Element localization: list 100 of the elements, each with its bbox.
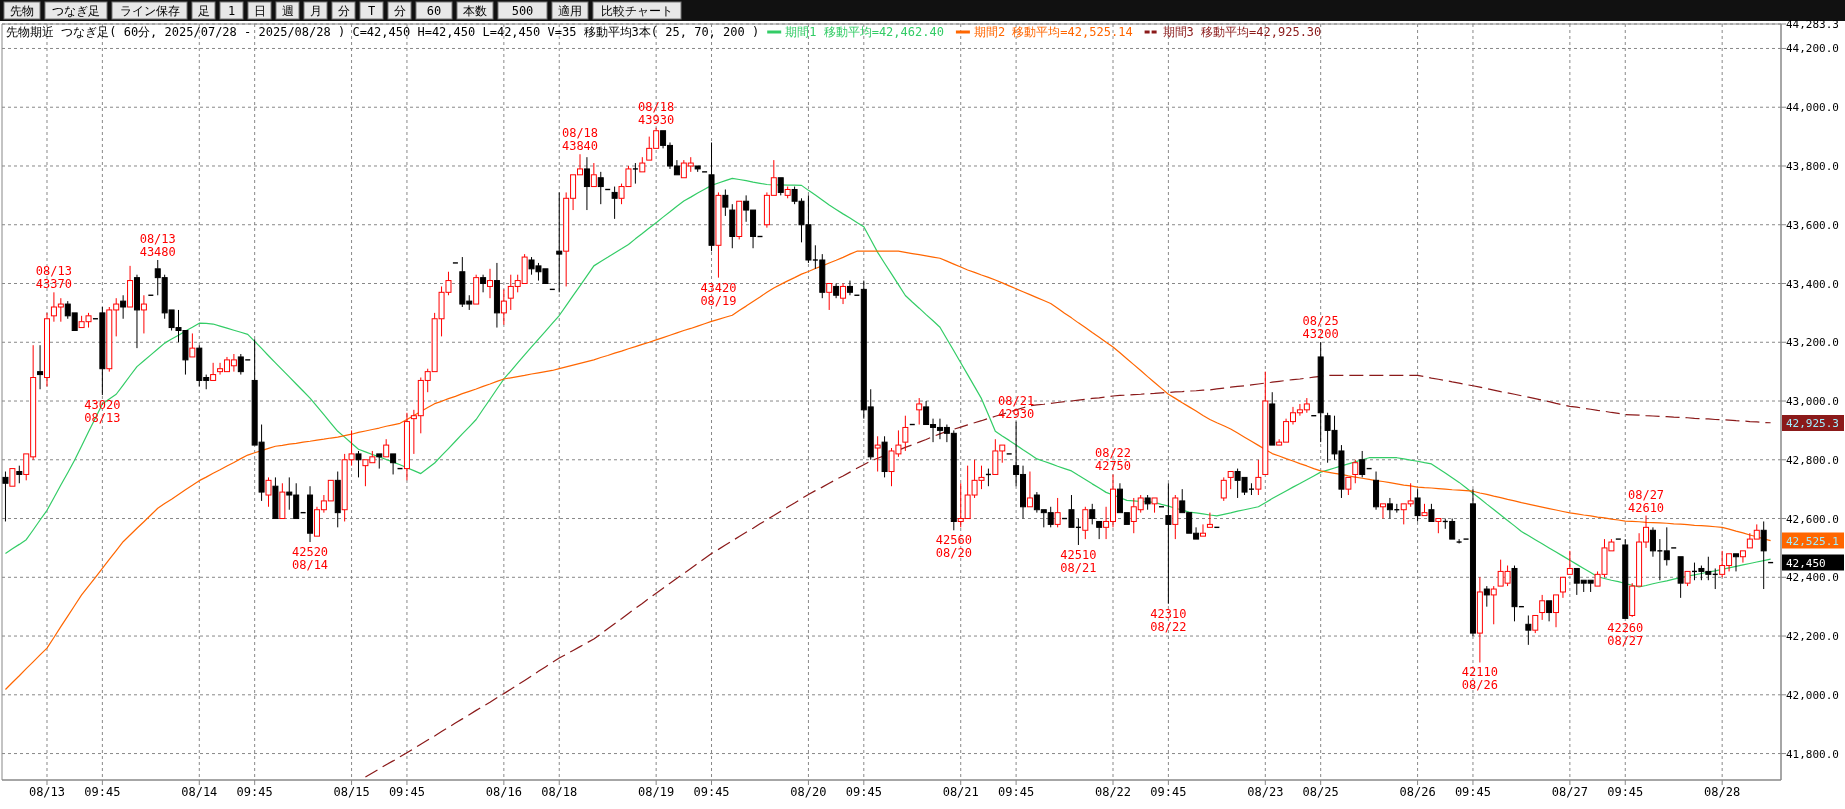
y-tick-label: 42,800.0 — [1786, 453, 1839, 467]
candlestick — [1559, 576, 1566, 599]
candlestick — [376, 453, 383, 470]
candlestick — [846, 280, 853, 296]
x-tick-label: 08/18 — [541, 785, 578, 799]
annotation: 42510 08/21 — [1060, 547, 1097, 575]
candlestick — [189, 332, 196, 358]
y-tick-label: 44,283.3 — [1786, 18, 1839, 31]
annotation: 42560 08/20 — [935, 533, 972, 561]
x-tick-label: 09:45 — [84, 785, 121, 799]
candlestick — [272, 476, 279, 520]
candlestick — [1262, 371, 1269, 475]
candlestick — [826, 283, 833, 311]
candlestick — [1677, 556, 1684, 599]
candlestick — [487, 268, 494, 299]
x-tick-label: 09:45 — [1150, 785, 1187, 799]
candlestick — [9, 468, 16, 487]
candlestick — [1379, 503, 1386, 520]
x-tick-label: 08/28 — [1704, 785, 1741, 799]
annotation: 42110 08/26 — [1461, 665, 1498, 693]
y-tick-label: 44,200.0 — [1786, 42, 1839, 56]
candlestick — [1739, 550, 1746, 564]
ref-line-label: 42,925.3 — [1786, 416, 1839, 430]
annotation: 08/27 42610 — [1627, 487, 1665, 515]
candlestick — [840, 283, 847, 305]
legend-item: 期間1 移動平均=42,462.40 — [767, 25, 944, 39]
x-tick-label: 08/26 — [1399, 785, 1436, 799]
annotation: 43420 08/19 — [700, 280, 737, 308]
x-tick-label: 08/14 — [181, 785, 218, 799]
x-tick-label: 08/22 — [1094, 785, 1132, 799]
x-tick-label: 09:45 — [388, 785, 426, 799]
x-tick-label: 08/15 — [333, 785, 370, 799]
candlestick — [1435, 518, 1442, 534]
line-series — [4, 177, 1772, 588]
chart-title: 先物期近 つなぎ足( 60分, 2025/07/28 - 2025/08/28 ) C=42,450 H=42,450 L=42,450 V=35 移動平均3本( 25, 70, 200 ) — [6, 25, 760, 39]
candlestick — [127, 265, 134, 308]
candlestick — [1566, 550, 1573, 575]
x-tick-label: 08/13 — [28, 785, 66, 799]
candlestick — [1455, 538, 1463, 544]
y-tick-label: 43,400.0 — [1786, 277, 1839, 291]
candlestick — [1206, 512, 1213, 528]
candlestick — [1269, 391, 1276, 446]
candlestick — [500, 288, 507, 326]
legend-item: 期間3 移動平均=42,925.30 — [1144, 25, 1322, 39]
candlestick — [1553, 594, 1560, 628]
candlestick — [1546, 600, 1553, 622]
candlestick — [390, 453, 397, 475]
candlestick — [1227, 471, 1234, 490]
annotation: 08/22 42750 — [1094, 446, 1132, 474]
x-tick-label: 08/25 — [1302, 785, 1339, 799]
x-tick-label: 09:45 — [998, 785, 1035, 799]
candlestick — [1476, 576, 1483, 663]
legend-item: 期間2 移動平均=42,525.14 — [955, 25, 1133, 39]
y-tick-label: 41,800.0 — [1786, 747, 1839, 761]
ref-tag: 42,525.1 — [1782, 532, 1844, 549]
candlestick — [43, 312, 50, 387]
y-tick-label: 42,400.0 — [1786, 571, 1839, 585]
candlestick — [1663, 526, 1670, 567]
ref-line-label: 42,525.1 — [1786, 534, 1839, 548]
ref-tag: 42,925.3 — [1782, 414, 1844, 431]
candlestick — [493, 262, 500, 329]
candlestick — [37, 344, 44, 390]
y-tick-label: 44,000.0 — [1786, 101, 1839, 115]
candlestick — [133, 274, 140, 349]
y-tick-label: 43,000.0 — [1786, 395, 1839, 409]
x-tick-label: 08/23 — [1247, 785, 1284, 799]
x-tick-label: 08/27 — [1551, 785, 1588, 799]
y-tick-label: 43,800.0 — [1786, 159, 1839, 173]
x-tick-label: 08/21 — [942, 785, 979, 799]
x-tick-label: 09:45 — [1607, 785, 1644, 799]
annotation: 08/21 42930 — [998, 393, 1035, 421]
y-tick-label: 43,600.0 — [1786, 218, 1839, 232]
candlestick — [1760, 520, 1767, 590]
candlestick — [265, 476, 272, 508]
candlestick — [1373, 471, 1380, 511]
candlestick — [632, 162, 639, 185]
ref-line-label: 42,450 — [1786, 556, 1826, 570]
annotation: 42260 08/27 — [1607, 621, 1644, 649]
x-tick-label: 09:45 — [236, 785, 273, 799]
candlestick — [1096, 520, 1103, 540]
candlestick — [120, 294, 127, 320]
annotation: 42310 08/22 — [1150, 606, 1187, 634]
candlestick — [403, 412, 410, 481]
candlestick — [833, 283, 840, 299]
candlestick — [210, 362, 217, 381]
candlestick — [1200, 523, 1206, 537]
x-tick-label: 08/19 — [638, 785, 675, 799]
x-tick-label: 09:45 — [693, 785, 730, 799]
candlestick — [1525, 614, 1532, 646]
candlestick — [140, 294, 147, 334]
x-tick-label: 09:45 — [1454, 785, 1492, 799]
candlestick — [1026, 471, 1033, 508]
annotation: 08/13 43480 — [139, 232, 176, 259]
annotation: 08/13 43370 — [35, 264, 72, 292]
toolbar: 先物 つなぎ足 ライン保存 足 1 日 週 月 分 T 分 60 本数 500 適用 比較チャート — [0, 0, 1845, 21]
candlestick — [1165, 482, 1172, 605]
annotation: 42520 08/14 — [291, 545, 329, 573]
ref-tag: 42,450 — [1782, 554, 1844, 571]
y-tick-label: 43,200.0 — [1786, 336, 1839, 350]
candlestick — [556, 191, 563, 293]
